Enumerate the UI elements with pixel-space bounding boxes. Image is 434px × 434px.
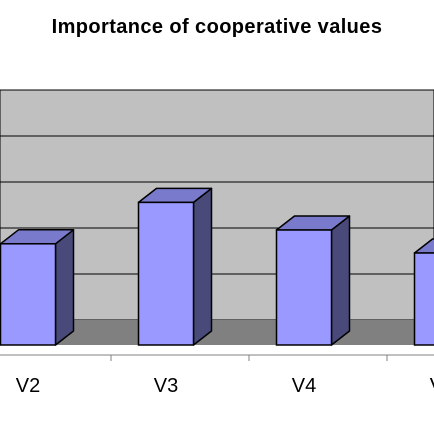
bar-side-face: [330, 215, 351, 346]
bar-v2: [0, 229, 75, 346]
bar-v4: [275, 215, 351, 346]
chart-title: Importance of cooperative values: [51, 16, 383, 38]
bar-side-face: [192, 187, 213, 346]
bar-side-face: [54, 229, 75, 346]
bar-v5: [413, 238, 434, 346]
bar-front-face: [413, 252, 434, 346]
bar-front-face: [137, 201, 195, 346]
bar-front-face: [0, 243, 57, 346]
x-tick-label-v3: V3: [154, 375, 178, 397]
bar-front-face: [275, 229, 333, 346]
x-tick-label-v2: V2: [16, 375, 40, 397]
bar-top-face: [413, 238, 434, 254]
x-tick-label-v4: V4: [292, 375, 316, 397]
bar-v3: [137, 187, 213, 346]
x-tick-label-v5: V5: [430, 375, 434, 397]
